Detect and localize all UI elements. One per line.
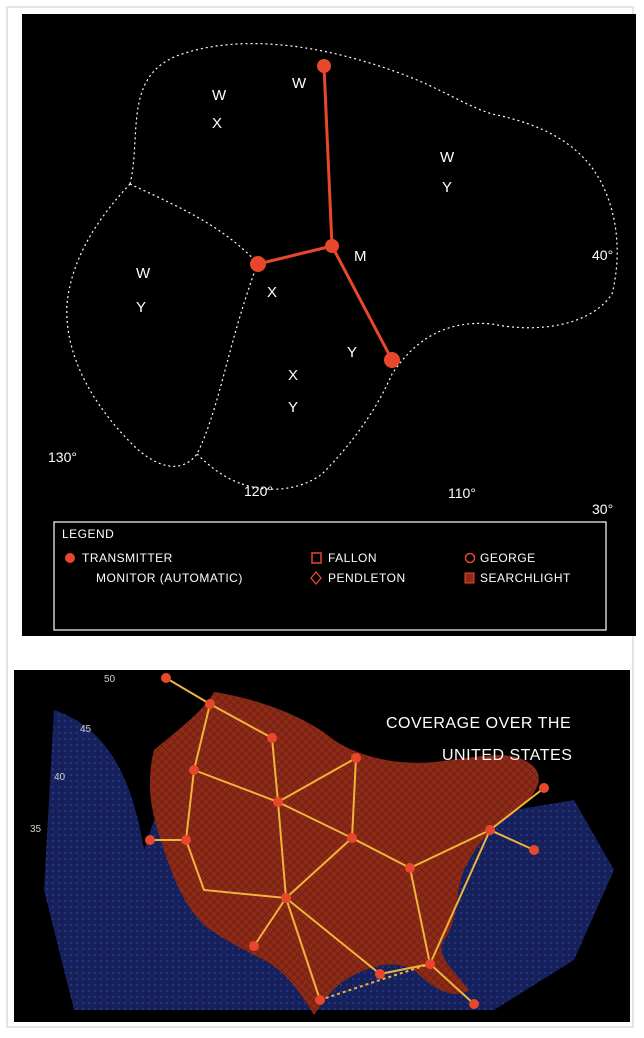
transmitter-station	[539, 783, 549, 793]
chain-line	[319, 963, 431, 1001]
transmitter-station	[347, 833, 357, 843]
latitude-label: 30°	[592, 501, 613, 517]
longitude-label: 130°	[48, 449, 77, 465]
latitude-mark: 45	[80, 724, 92, 735]
transmitter-station	[281, 893, 291, 903]
transmitter-w	[317, 59, 331, 73]
transmitter-legend-icon	[65, 553, 75, 563]
transmitter-station	[145, 835, 155, 845]
chain-line	[489, 829, 535, 851]
coverage-boundary-south	[196, 453, 243, 485]
station-label-m: M	[354, 248, 367, 265]
transmitter-stations	[145, 673, 549, 1009]
legend-item-george: GEORGE	[480, 551, 536, 565]
transmitter-station	[181, 835, 191, 845]
transmitter-station	[529, 845, 539, 855]
zone-label: W	[136, 265, 151, 282]
loran-chain-map: W M X Y W X W Y W Y X Y 130° 120° 110° 4…	[22, 14, 636, 636]
transmitter-station	[273, 797, 283, 807]
baseline-x-m	[257, 244, 333, 266]
george-legend-icon	[464, 552, 476, 564]
searchlight-legend-icon	[464, 572, 475, 584]
transmitter-station	[375, 969, 385, 979]
coverage-boundary-west	[66, 183, 259, 467]
station-label-y: Y	[347, 344, 357, 361]
zone-label: Y	[288, 399, 298, 416]
legend-item-pendleton: PENDLETON	[328, 571, 406, 585]
transmitter-station	[405, 863, 415, 873]
chain-line	[429, 829, 491, 965]
chain-line	[285, 867, 432, 976]
transmitter-station	[267, 733, 277, 743]
zone-label: W	[440, 149, 455, 166]
chain-line	[285, 897, 321, 1001]
zone-label: W	[212, 87, 227, 104]
baseline-y-m	[330, 245, 394, 361]
transmitter-y	[384, 352, 400, 368]
us-coverage-map: 50 45 40 35 COVERAGE OV	[14, 670, 630, 1022]
us-landmass	[149, 692, 539, 1015]
zone-label: X	[212, 115, 222, 132]
pendleton-legend-icon	[310, 570, 322, 586]
latitude-label: 40°	[592, 247, 613, 263]
transmitter-station	[485, 825, 495, 835]
transmitter-station	[161, 673, 171, 683]
latitude-mark: 50	[104, 674, 116, 685]
fallon-legend-icon	[311, 552, 322, 564]
transmitter-station	[315, 995, 325, 1005]
latitude-mark: 35	[30, 824, 42, 835]
coverage-title-line2: UNITED STATES	[442, 747, 572, 764]
chain-line	[165, 677, 545, 900]
station-label-x: X	[267, 284, 277, 301]
transmitter-station	[205, 699, 215, 709]
map-legend: LEGEND TRANSMITTER MONITOR (AUTOMATIC) F…	[53, 521, 607, 631]
legend-title: LEGEND	[62, 527, 114, 541]
legend-item-searchlight: SEARCHLIGHT	[480, 571, 571, 585]
chain-line	[429, 963, 475, 1005]
coverage-title-line1: COVERAGE OVER THE	[386, 715, 571, 732]
transmitter-station	[189, 765, 199, 775]
legend-item-fallon: FALLON	[328, 551, 377, 565]
transmitter-station	[249, 941, 259, 951]
zone-label: Y	[136, 299, 146, 316]
station-label-w: W	[292, 75, 307, 92]
transmitter-station	[469, 999, 479, 1009]
legend-item-transmitter: TRANSMITTER	[82, 551, 173, 565]
zone-label: X	[288, 367, 298, 384]
zone-label: Y	[442, 179, 452, 196]
baseline-w-m	[322, 65, 334, 247]
legend-border	[53, 521, 607, 631]
transmitter-m	[325, 239, 339, 253]
longitude-label: 120°	[244, 483, 273, 499]
transmitter-station	[351, 753, 361, 763]
legend-item-monitor: MONITOR (AUTOMATIC)	[96, 571, 243, 585]
longitude-label: 110°	[448, 485, 476, 501]
map-background	[22, 14, 636, 636]
latitude-mark: 40	[54, 772, 66, 783]
transmitter-station	[425, 959, 435, 969]
transmitter-x	[250, 256, 266, 272]
